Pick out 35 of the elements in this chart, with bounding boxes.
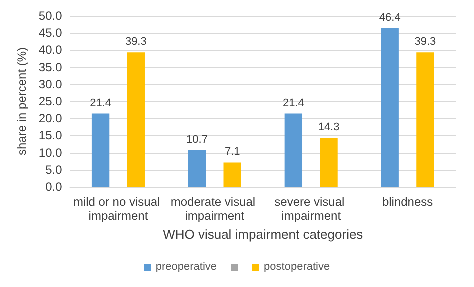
bar [127, 52, 145, 187]
data-label: 46.4 [379, 12, 401, 24]
y-tick-label: 25.0 [38, 94, 63, 108]
bar [284, 114, 303, 187]
bar [188, 150, 206, 187]
bar [381, 28, 399, 187]
y-tick-label: 5.0 [46, 162, 63, 177]
data-label: 7.1 [224, 146, 240, 158]
x-tick-label: mild or no visual impairment [73, 195, 164, 223]
bar [92, 114, 110, 187]
data-label: 21.4 [282, 97, 304, 110]
x-tick-label: moderate visual impairment [170, 195, 259, 223]
y-tick-label: 15.0 [38, 128, 63, 143]
bar [224, 162, 242, 187]
bar [416, 52, 434, 187]
y-tick-label: 30.0 [38, 77, 63, 92]
data-label: 21.4 [90, 97, 112, 110]
legend-label: preoperative [156, 261, 218, 273]
data-label: 39.3 [125, 36, 147, 48]
data-label: 39.3 [414, 36, 436, 48]
data-label: 14.3 [318, 122, 340, 134]
y-tick-label: 45.0 [38, 26, 63, 40]
bar [320, 138, 338, 187]
legend-label: postoperative [264, 261, 330, 273]
x-tick-label: severe visual impairment [274, 195, 348, 223]
data-label: 10.7 [186, 134, 208, 146]
y-tick-label: 50.0 [38, 9, 63, 23]
y-axis-title: share in percent (%) [15, 47, 29, 156]
y-tick-label: 40.0 [38, 43, 63, 58]
y-tick-label: 10.0 [38, 146, 63, 160]
y-tick-label: 20.0 [38, 112, 63, 126]
x-tick-label: blindness [382, 195, 434, 209]
x-axis-title: WHO visual impairment categories [163, 226, 364, 242]
y-tick-label: 0.0 [46, 180, 63, 194]
y-tick-label: 35.0 [38, 60, 63, 74]
